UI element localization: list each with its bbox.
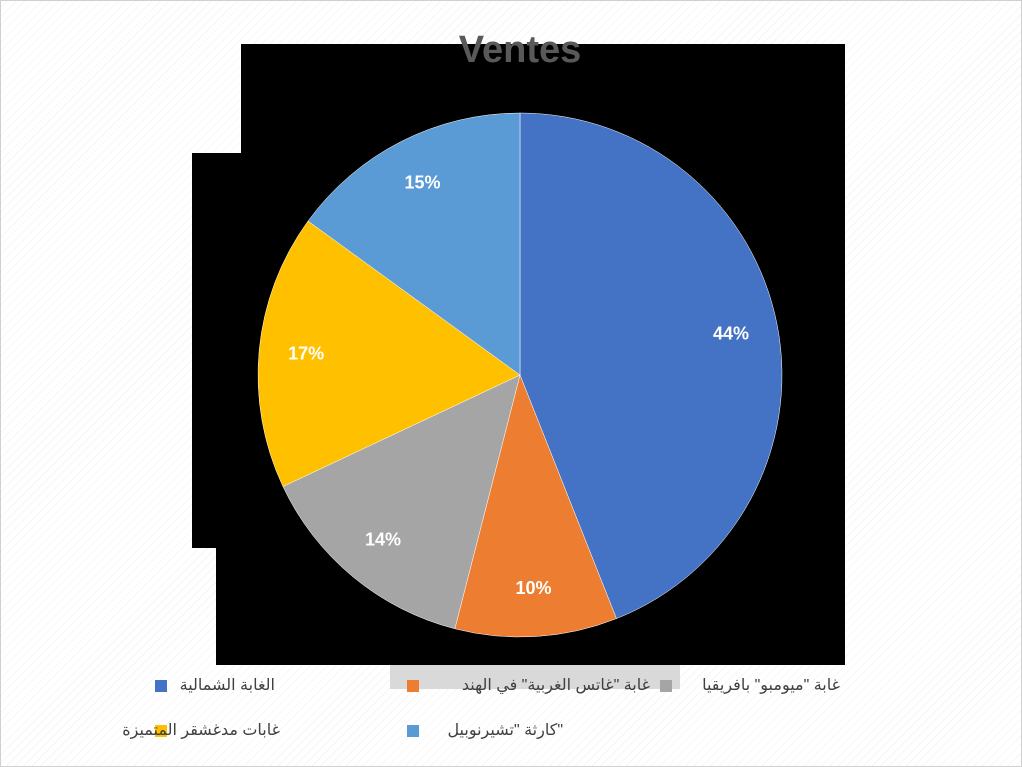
- pie: 44% 10% 14% 17% 15%: [257, 112, 783, 638]
- legend-swatch: [155, 680, 167, 692]
- legend-swatch: [407, 725, 419, 737]
- pie-slice: [454, 374, 617, 638]
- legend: الغابة الشمالية غابة "غاتس الغربية" في ال…: [122, 677, 840, 740]
- legend-strip: [390, 665, 680, 689]
- data-label: 15%: [404, 172, 440, 192]
- data-label: 17%: [288, 344, 324, 364]
- legend-swatch: [660, 680, 672, 692]
- data-label: 10%: [515, 578, 551, 598]
- pie-slice: [282, 374, 521, 630]
- pie-slice: [257, 220, 521, 487]
- legend-label: غابة "غاتس الغربية" في الهند: [462, 677, 650, 695]
- legend-label: الغابة الشمالية: [180, 677, 275, 694]
- legend-label: غابات مدغشقر المتميزة: [122, 722, 280, 740]
- data-label: 14%: [365, 529, 401, 549]
- legend-swatch: [407, 680, 419, 692]
- chart-title: Ventes: [459, 29, 582, 71]
- legend-label: غابة "ميومبو" بافريقيا: [702, 677, 840, 695]
- pie-slice: [519, 112, 783, 619]
- legend-label: كارثة "تشيرنوبيل": [447, 722, 563, 740]
- legend-swatch: [155, 725, 167, 737]
- pie-slice: [307, 112, 521, 376]
- data-label: 44%: [713, 323, 749, 343]
